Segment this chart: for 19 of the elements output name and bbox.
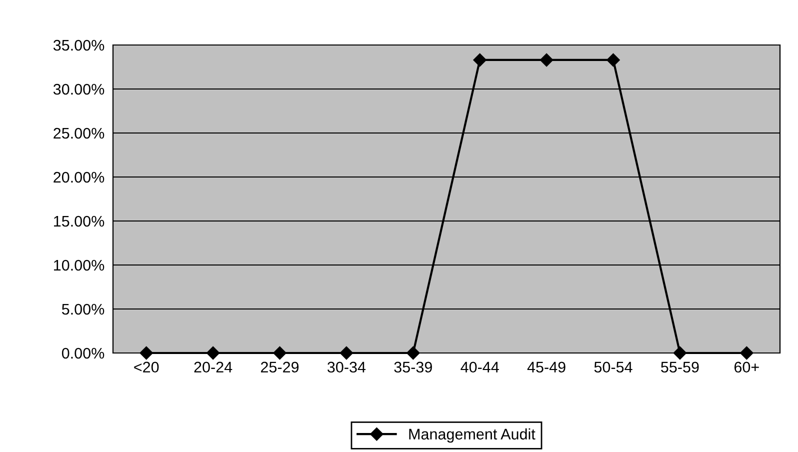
x-tick-label: 45-49 xyxy=(527,362,566,373)
y-tick-label: 15.00% xyxy=(54,216,104,227)
x-tick-label: 25-29 xyxy=(260,362,299,373)
x-tick-label: 40-44 xyxy=(460,362,499,373)
y-tick-label: 25.00% xyxy=(54,128,104,139)
x-tick-label: 50-54 xyxy=(594,362,632,373)
y-tick-label: 35.00% xyxy=(53,40,104,51)
y-tick-label: 0.00% xyxy=(62,348,104,359)
y-tick-label: 30.00% xyxy=(53,84,104,95)
y-tick-label: 5.00% xyxy=(62,304,104,315)
x-tick-label: 55-59 xyxy=(661,362,699,373)
x-tick-label: 20-24 xyxy=(194,362,232,373)
x-tick-label: 35-39 xyxy=(394,362,432,373)
x-tick-label: 60+ xyxy=(734,362,759,373)
legend-label: Management Audit xyxy=(409,428,536,443)
x-tick-label: 30-34 xyxy=(327,362,366,373)
y-tick-label: 20.00% xyxy=(54,172,104,183)
y-tick-label: 10.00% xyxy=(54,260,104,271)
x-tick-label: <20 xyxy=(134,362,159,373)
